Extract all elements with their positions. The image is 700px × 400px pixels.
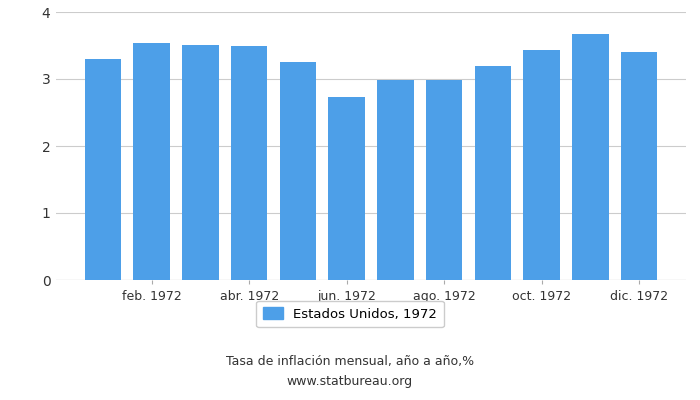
Bar <box>426 80 463 280</box>
Bar <box>85 59 121 280</box>
Bar <box>524 50 560 280</box>
Bar <box>475 66 511 280</box>
Bar <box>231 46 267 280</box>
Bar <box>621 52 657 280</box>
Bar <box>377 80 414 280</box>
Bar <box>134 44 170 280</box>
Bar <box>279 62 316 280</box>
Legend: Estados Unidos, 1972: Estados Unidos, 1972 <box>256 301 444 328</box>
Bar <box>572 34 608 280</box>
Bar <box>182 45 218 280</box>
Text: www.statbureau.org: www.statbureau.org <box>287 376 413 388</box>
Bar <box>328 97 365 280</box>
Text: Tasa de inflación mensual, año a año,%: Tasa de inflación mensual, año a año,% <box>226 356 474 368</box>
